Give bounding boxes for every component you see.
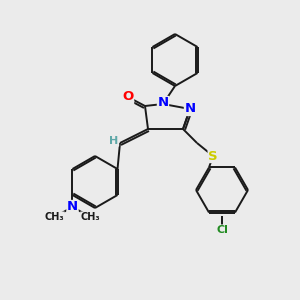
Text: N: N <box>158 97 169 110</box>
Text: O: O <box>122 91 134 103</box>
Text: S: S <box>208 149 218 163</box>
Text: H: H <box>110 136 118 146</box>
Text: Cl: Cl <box>216 225 228 235</box>
Text: N: N <box>67 200 78 214</box>
Text: CH₃: CH₃ <box>81 212 100 222</box>
Text: N: N <box>184 103 196 116</box>
Text: CH₃: CH₃ <box>45 212 64 222</box>
